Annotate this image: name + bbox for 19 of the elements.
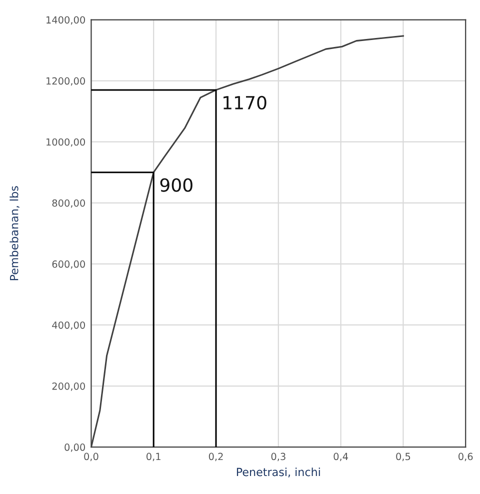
x-axis-title: Penetrasi, inchi: [236, 468, 320, 478]
y-tick-label: 1400,00: [46, 16, 85, 25]
x-tick-label: 0,3: [271, 452, 286, 462]
y-axis-title: Pembebanan, lbs: [10, 186, 20, 280]
x-tick-label: 0,1: [146, 452, 160, 462]
y-tick-label: 600,00: [52, 260, 85, 269]
y-tick-label: 400,00: [52, 321, 85, 330]
x-tick-label: 0,6: [458, 452, 473, 462]
y-tick-label: 200,00: [52, 382, 85, 391]
y-tick-label: 1200,00: [46, 77, 85, 86]
y-tick-label: 0,00: [64, 444, 85, 452]
y-tick-label: 1000,00: [46, 138, 85, 147]
y-tick-label: 800,00: [52, 199, 85, 208]
annotation: 1170: [224, 96, 266, 110]
annotation: 900: [160, 178, 192, 192]
x-tick-label: 0,0: [84, 452, 98, 462]
x-tick-label: 0,4: [334, 452, 348, 462]
x-tick-label: 0,2: [208, 452, 223, 462]
x-tick-label: 0,5: [396, 452, 410, 462]
